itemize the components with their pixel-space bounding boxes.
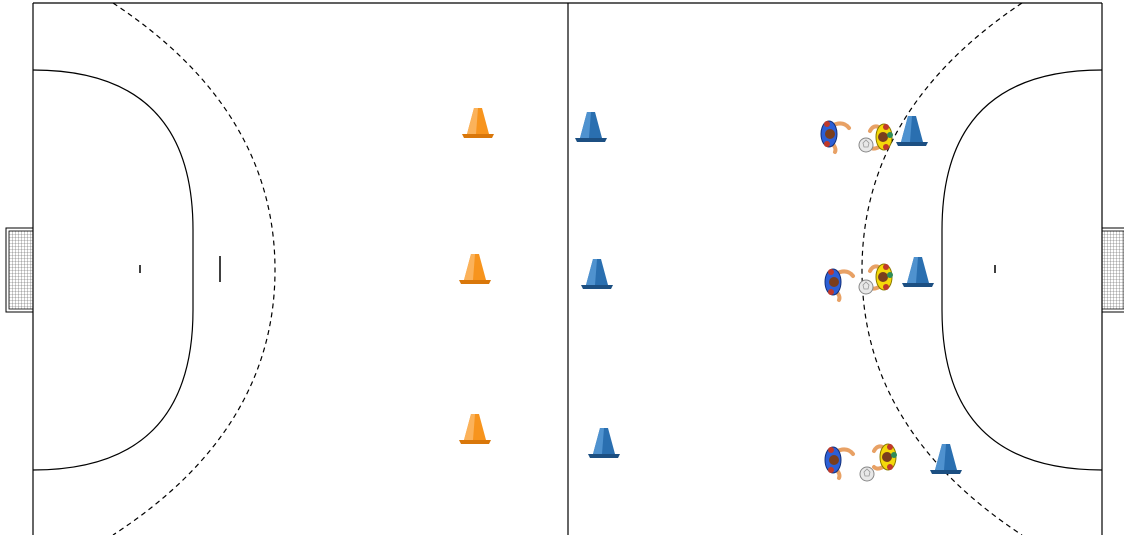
ball-icon [859,466,875,482]
left-free-throw-line [112,2,276,535]
player-icon [872,442,899,472]
right-free-throw-line [861,2,1023,535]
right-goal-area-line [941,69,1103,471]
cone-icon [462,108,494,138]
goal-net-icon [1101,227,1124,313]
player-icon [823,445,855,480]
cone-icon [459,254,491,284]
player-icon [819,119,851,154]
cone-icon [930,444,962,474]
cone-icon [588,428,620,458]
player-icon [868,262,895,292]
cone-icon [459,414,491,444]
ball-icon [858,279,874,295]
cone-icon [581,259,613,289]
cone-icon [896,116,928,146]
ball-icon [858,137,874,153]
left-goal-area-line [32,69,194,471]
player-icon [823,267,855,302]
goal-net-icon [5,227,34,313]
cone-icon [575,112,607,142]
player-icon [868,122,895,152]
cone-icon [902,257,934,287]
